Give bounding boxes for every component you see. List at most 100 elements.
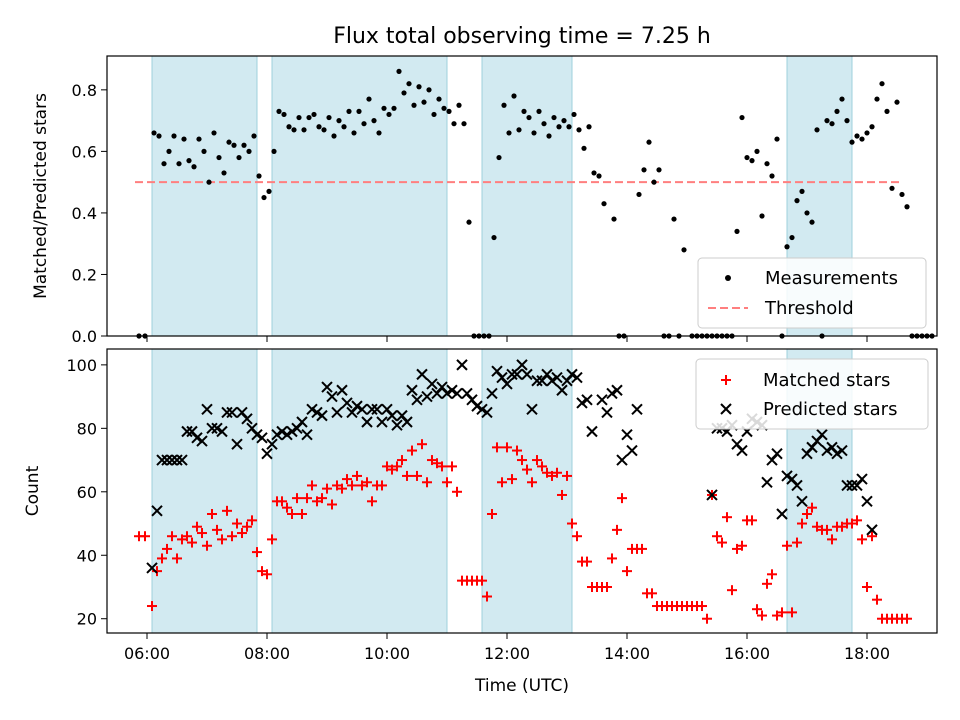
count-axes: 20 40 60 80 100 06:00 08:00 10:00 12:00 14:00 16:0… — [66, 356, 890, 663]
measurement-point — [671, 216, 677, 222]
matched-star-point — [797, 518, 807, 529]
predicted-star-point — [226, 406, 238, 419]
measurement-point — [306, 114, 312, 121]
predicted-star-point — [151, 505, 163, 517]
predicted-star-point — [631, 403, 643, 415]
measurement-point — [441, 105, 447, 111]
measurement-point — [276, 108, 282, 114]
measurement-point — [191, 164, 197, 170]
measurement-point — [739, 114, 745, 121]
measurement-point — [764, 161, 770, 167]
ratio-legend-box — [697, 257, 927, 329]
x-tick-label: 10:00 — [364, 644, 410, 663]
matched-star-point — [722, 512, 732, 523]
y-tick-label: 40 — [77, 546, 97, 565]
predicted-star-point — [626, 444, 638, 457]
matched-star-point — [622, 566, 632, 577]
predicted-star-point — [781, 470, 793, 482]
matched-star-point — [482, 591, 492, 602]
measurement-point — [774, 136, 780, 142]
measurement-point — [281, 111, 287, 118]
matched-star-point — [477, 575, 487, 586]
matched-star-point — [572, 531, 582, 542]
matched-star-point — [702, 613, 712, 624]
measurement-point — [161, 161, 167, 167]
predicted-star-point — [316, 409, 328, 422]
measurement-point — [681, 247, 687, 253]
measurement-point — [356, 108, 362, 114]
measurement-point — [516, 127, 522, 133]
matched-star-point — [442, 477, 452, 488]
matched-star-point — [202, 540, 212, 551]
measurement-point — [271, 148, 277, 154]
measurement-point — [899, 191, 905, 198]
measurement-point — [261, 194, 267, 201]
predicted-star-point — [581, 394, 593, 406]
predicted-star-point — [856, 473, 868, 485]
measurement-point — [571, 111, 577, 118]
matched-star-point — [397, 455, 407, 466]
measurement-point — [286, 124, 292, 130]
matched-star-point — [287, 509, 297, 520]
matched-star-point — [712, 531, 722, 542]
predicted-star-point — [421, 390, 433, 403]
matched-star-point — [512, 445, 522, 456]
measurement-point — [336, 118, 342, 124]
predicted-star-point — [796, 495, 808, 508]
predicted-star-point — [336, 384, 348, 396]
count-legend: Matched stars Predicted stars — [695, 358, 929, 430]
measurement-point — [734, 228, 740, 234]
predicted-star-point — [171, 454, 183, 466]
predicted-star-point — [586, 425, 598, 438]
matched-star-point — [867, 531, 877, 542]
measurement-point — [636, 191, 642, 198]
measurement-point — [769, 173, 775, 179]
predicted-star-point — [406, 384, 418, 396]
predicted-star-point — [391, 419, 403, 431]
count-panel: 20 40 60 80 100 06:00 08:00 10:00 12:00 14:00 16:0… — [23, 348, 938, 696]
y-tick-label: 0.6 — [72, 142, 97, 161]
predicted-star-point — [816, 428, 828, 441]
observing-window-band — [151, 55, 258, 337]
predicted-legend-marker — [720, 403, 732, 415]
predicted-star-markers — [146, 359, 878, 574]
predicted-star-point — [791, 479, 803, 492]
matched-star-point — [227, 531, 237, 542]
matched-star-point — [862, 581, 872, 592]
matched-star-point — [277, 496, 287, 507]
matched-star-point — [262, 569, 272, 580]
predicted-star-point — [821, 444, 833, 457]
measurement-point — [576, 127, 582, 133]
matched-star-point — [207, 509, 217, 520]
measurement-point — [864, 130, 870, 136]
measurement-point — [291, 127, 297, 133]
measurement-point — [884, 108, 890, 114]
predicted-star-point — [451, 387, 463, 400]
measurement-point — [869, 124, 875, 130]
predicted-star-point — [176, 454, 188, 466]
matched-star-point — [767, 569, 777, 580]
matched-star-point — [362, 477, 372, 488]
predicted-star-point — [341, 397, 353, 409]
predicted-star-point — [216, 425, 228, 438]
matched-star-point — [637, 543, 647, 554]
matched-star-point — [567, 518, 577, 529]
matched-star-point — [342, 474, 352, 485]
measurement-point — [311, 111, 317, 118]
measurement-point — [301, 127, 307, 133]
measurement-point — [611, 216, 617, 222]
count-y-axis-label: Count — [23, 465, 43, 516]
predicted-star-point — [426, 378, 438, 390]
matched-star-point — [802, 509, 812, 520]
matched-star-point — [167, 531, 177, 542]
predicted-star-point — [416, 368, 428, 381]
x-tick-label: 18:00 — [844, 644, 890, 663]
matched-star-point — [717, 537, 727, 548]
predicted-star-point — [836, 444, 848, 457]
matched-star-point — [252, 547, 262, 558]
predicted-star-point — [276, 425, 288, 438]
measurement-point — [889, 185, 895, 191]
measurement-point — [789, 234, 795, 241]
measurement-point — [411, 102, 417, 108]
measurement-point — [829, 121, 835, 127]
